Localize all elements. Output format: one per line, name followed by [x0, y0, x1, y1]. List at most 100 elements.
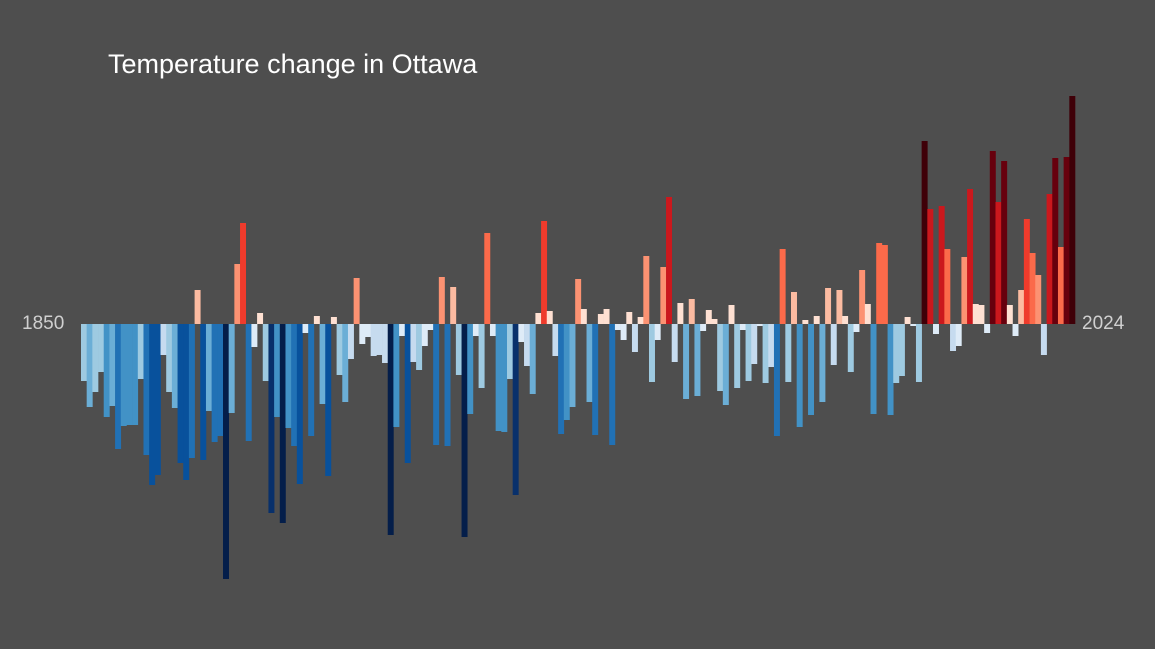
bar-1865 — [166, 324, 173, 392]
bar-2017 — [1029, 253, 1036, 324]
bar-1877 — [234, 264, 241, 324]
bar-1989 — [870, 324, 877, 414]
bar-1890 — [308, 324, 315, 436]
bar-1974 — [785, 324, 792, 382]
bar-1943 — [609, 324, 616, 445]
bar-1990 — [876, 243, 883, 324]
bar-1925 — [507, 324, 513, 379]
bar-1967 — [745, 324, 752, 381]
bar-1932 — [546, 311, 553, 324]
bar-1926 — [512, 324, 519, 495]
bar-1965 — [734, 324, 741, 388]
bar-2022 — [1057, 247, 1064, 324]
bar-1921 — [484, 233, 491, 324]
bar-1966 — [739, 324, 746, 330]
bar-1947 — [631, 324, 638, 352]
bar-1887 — [291, 324, 298, 446]
bar-1935 — [563, 324, 570, 420]
bar-1922 — [489, 324, 496, 336]
bar-1986 — [853, 324, 860, 332]
bar-1893 — [325, 324, 332, 476]
bar-1906 — [399, 324, 406, 336]
bar-1928 — [524, 324, 531, 366]
bar-1962 — [717, 324, 724, 391]
bar-1850 — [81, 324, 87, 381]
bar-1941 — [597, 314, 604, 324]
bar-2021 — [1052, 158, 1059, 324]
bar-1913 — [438, 277, 445, 324]
bar-1851 — [86, 324, 93, 407]
bar-1957 — [688, 299, 695, 324]
bar-1994 — [898, 324, 905, 376]
bar-1983 — [836, 290, 843, 324]
bar-1908 — [410, 324, 417, 362]
bar-1867 — [177, 324, 184, 463]
bar-1924 — [501, 324, 508, 432]
bar-1860 — [137, 324, 144, 379]
bar-1981 — [825, 288, 832, 324]
bar-2018 — [1035, 275, 1042, 324]
bar-1918 — [467, 324, 474, 414]
bar-2024 — [1069, 96, 1076, 324]
chart-title: Temperature change in Ottawa — [108, 49, 478, 79]
bar-2011 — [995, 202, 1002, 324]
bar-1972 — [773, 324, 780, 436]
bar-1920 — [478, 324, 485, 388]
bar-1955 — [677, 303, 684, 324]
bar-2004 — [955, 324, 962, 346]
bar-1923 — [495, 324, 502, 431]
bar-1868 — [183, 324, 190, 480]
bar-2013 — [1006, 305, 1013, 324]
bar-1914 — [444, 324, 451, 446]
bar-1900 — [365, 324, 371, 337]
bar-1852 — [92, 324, 99, 392]
bar-1892 — [319, 324, 326, 404]
bar-1912 — [433, 324, 440, 445]
bar-1878 — [240, 223, 247, 324]
bar-1934 — [558, 324, 565, 434]
bar-1902 — [376, 324, 383, 355]
bar-1970 — [762, 324, 769, 383]
bar-1864 — [160, 324, 167, 355]
bar-1963 — [722, 324, 729, 405]
bar-2005 — [961, 257, 968, 324]
bar-1951 — [654, 324, 661, 340]
bar-1863 — [154, 324, 161, 475]
bar-1904 — [387, 324, 394, 535]
bar-1855 — [109, 324, 116, 406]
bar-1996 — [910, 324, 917, 326]
bar-2010 — [989, 151, 996, 324]
bar-1982 — [830, 324, 837, 365]
bar-1884 — [274, 324, 281, 417]
start-year-label: 1850 — [22, 313, 65, 334]
bar-1985 — [847, 324, 854, 372]
bar-1894 — [330, 317, 337, 324]
bar-1964 — [728, 305, 735, 324]
bar-1915 — [450, 287, 457, 324]
bar-1956 — [683, 324, 690, 399]
bar-1872 — [205, 324, 212, 411]
bar-1881 — [257, 313, 264, 324]
bar-1927 — [518, 324, 525, 342]
bar-1961 — [711, 319, 718, 324]
bar-2001 — [938, 206, 945, 324]
bar-1885 — [279, 324, 286, 523]
bar-1976 — [796, 324, 803, 427]
bar-1909 — [416, 324, 423, 370]
bar-1907 — [404, 324, 411, 463]
bar-1946 — [626, 312, 633, 324]
bar-1910 — [421, 324, 428, 346]
bar-1930 — [535, 313, 542, 324]
bar-1911 — [427, 324, 434, 330]
bar-1948 — [637, 317, 644, 324]
bar-1901 — [370, 324, 377, 356]
bar-1979 — [813, 316, 820, 324]
bar-1857 — [120, 324, 127, 426]
bar-1876 — [228, 324, 235, 413]
bar-1973 — [779, 249, 786, 324]
bar-1880 — [251, 324, 258, 347]
bar-1929 — [529, 324, 536, 394]
bar-2003 — [950, 324, 957, 351]
bar-2002 — [944, 249, 951, 324]
bar-1945 — [620, 324, 627, 340]
